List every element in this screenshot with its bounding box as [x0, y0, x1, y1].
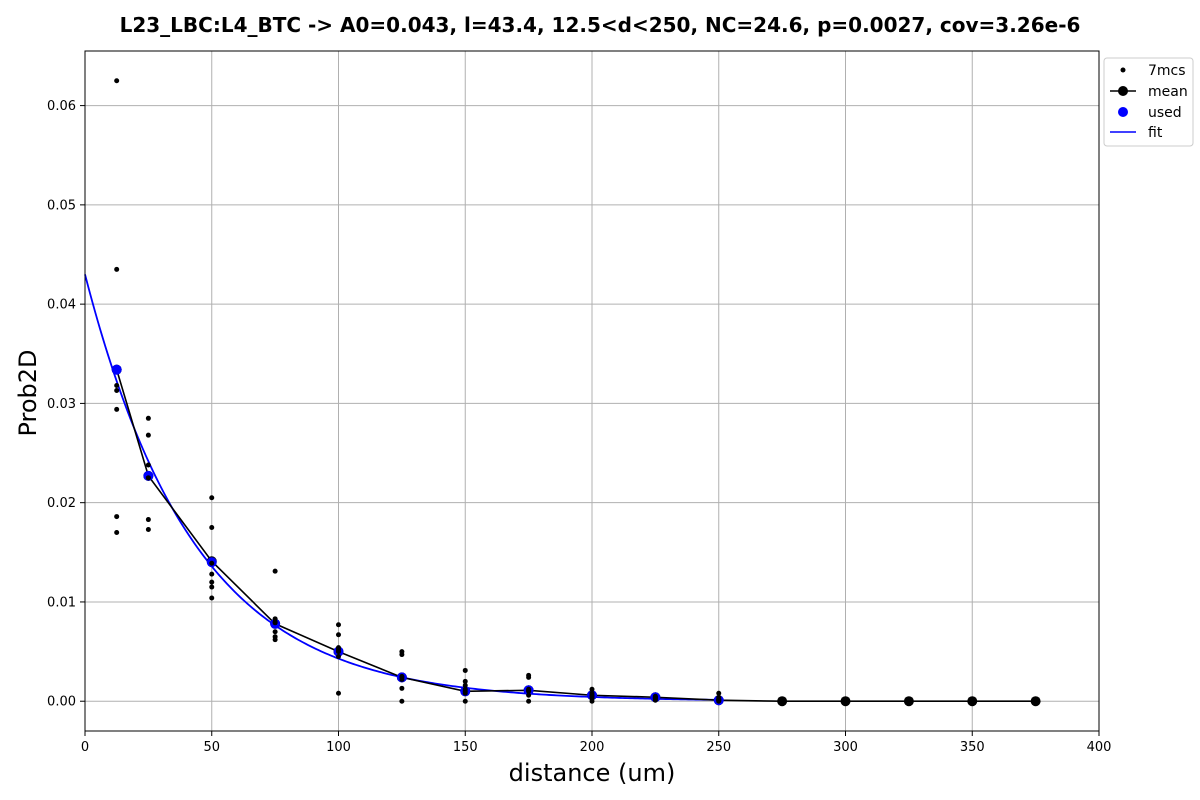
plot-area — [84, 78, 1041, 707]
mcs-point — [145, 415, 151, 421]
mcs-point — [114, 406, 120, 412]
mcs-point — [209, 571, 215, 577]
y-axis-ticks: 0.00 0.01 0.02 0.03 0.04 0.05 0.06 — [47, 99, 85, 710]
plot-frame — [84, 50, 1100, 732]
mcs-point — [114, 78, 120, 84]
legend-entry-mean: mean — [1110, 84, 1188, 100]
used-series — [111, 364, 724, 706]
x-axis-label: distance (um) — [509, 759, 676, 787]
fit-curve — [84, 274, 719, 701]
y-tick-label: 0.02 — [47, 496, 76, 511]
mean-point — [840, 696, 851, 707]
mcs-point — [114, 266, 120, 272]
mcs-point — [462, 678, 468, 684]
x-axis-ticks: 0 50 100 150 200 250 300 350 400 — [81, 731, 1112, 755]
x-tick-label: 200 — [580, 740, 605, 755]
y-tick-label: 0.03 — [47, 397, 76, 412]
mcs-point — [589, 686, 595, 692]
x-tick-label: 350 — [960, 740, 985, 755]
mcs-point — [209, 560, 215, 566]
mcs-point — [114, 529, 120, 535]
y-tick-label: 0.06 — [47, 99, 76, 114]
mcs-point — [336, 690, 341, 696]
mean-point — [777, 696, 788, 707]
mcs-point — [114, 383, 120, 389]
mcs-point — [336, 654, 341, 660]
mcs-point — [209, 524, 215, 530]
chart-title: L23_LBC:L4_BTC -> A0=0.043, l=43.4, 12.5… — [120, 13, 1081, 37]
legend-marker-mean — [1118, 86, 1128, 96]
mcs-point — [209, 579, 215, 585]
legend-entry-7mcs: 7mcs — [1120, 63, 1186, 79]
mcs-series — [114, 78, 722, 704]
legend-entry-fit: fit — [1110, 125, 1163, 141]
mean-point — [903, 696, 914, 707]
mcs-point — [462, 667, 468, 673]
y-tick-label: 0.04 — [47, 298, 76, 313]
legend: 7mcs mean used fit — [1103, 57, 1194, 147]
mean-series — [111, 364, 1041, 707]
mcs-point — [462, 698, 468, 704]
mcs-point — [209, 584, 215, 590]
mcs-point — [526, 692, 532, 698]
legend-label-mean: mean — [1148, 84, 1188, 100]
mcs-point — [716, 696, 722, 702]
mcs-point — [145, 475, 151, 481]
mcs-point — [399, 685, 405, 691]
mcs-point — [209, 595, 215, 601]
x-tick-label: 150 — [453, 740, 478, 755]
mcs-point — [399, 698, 405, 704]
mcs-point — [589, 698, 595, 704]
legend-label-7mcs: 7mcs — [1148, 63, 1186, 79]
y-tick-label: 0.00 — [47, 695, 76, 710]
mcs-point — [399, 652, 405, 658]
x-tick-label: 100 — [326, 740, 351, 755]
mcs-point — [716, 690, 722, 696]
legend-entry-used: used — [1118, 105, 1182, 121]
legend-label-fit: fit — [1148, 125, 1163, 141]
mcs-point — [209, 495, 215, 501]
x-tick-label: 300 — [833, 740, 858, 755]
y-axis-label: Prob2D — [14, 349, 42, 436]
mcs-point — [145, 432, 151, 438]
used-point — [111, 364, 122, 375]
mcs-point — [462, 682, 468, 688]
grid — [84, 51, 1100, 731]
mcs-point — [526, 674, 532, 680]
mcs-point — [272, 637, 278, 643]
x-tick-label: 50 — [203, 740, 220, 755]
legend-marker-used — [1118, 107, 1128, 117]
y-tick-label: 0.01 — [47, 595, 76, 610]
y-tick-label: 0.05 — [47, 198, 76, 213]
mcs-point — [272, 629, 278, 635]
x-tick-label: 400 — [1087, 740, 1112, 755]
mcs-point — [462, 686, 468, 692]
mcs-point — [114, 388, 120, 394]
mcs-point — [589, 693, 595, 699]
mcs-point — [272, 568, 278, 574]
x-tick-label: 0 — [81, 740, 89, 755]
mean-line — [115, 369, 1036, 703]
mean-point — [967, 696, 978, 707]
mcs-point — [336, 647, 341, 653]
mcs-point — [145, 462, 151, 468]
mcs-point — [399, 674, 405, 680]
mcs-point — [145, 517, 151, 523]
legend-marker-7mcs — [1120, 67, 1126, 73]
fit-line — [84, 274, 719, 701]
mcs-point — [114, 514, 120, 520]
mcs-point — [526, 698, 532, 704]
legend-label-used: used — [1148, 105, 1182, 121]
mcs-point — [336, 632, 341, 638]
mcs-point — [652, 694, 658, 700]
legend-frame — [1103, 57, 1194, 147]
x-tick-label: 250 — [706, 740, 731, 755]
mcs-point — [272, 619, 278, 625]
mean-point — [1030, 696, 1041, 707]
mcs-point — [145, 526, 151, 532]
mcs-point — [526, 687, 532, 693]
mcs-point — [336, 622, 341, 628]
